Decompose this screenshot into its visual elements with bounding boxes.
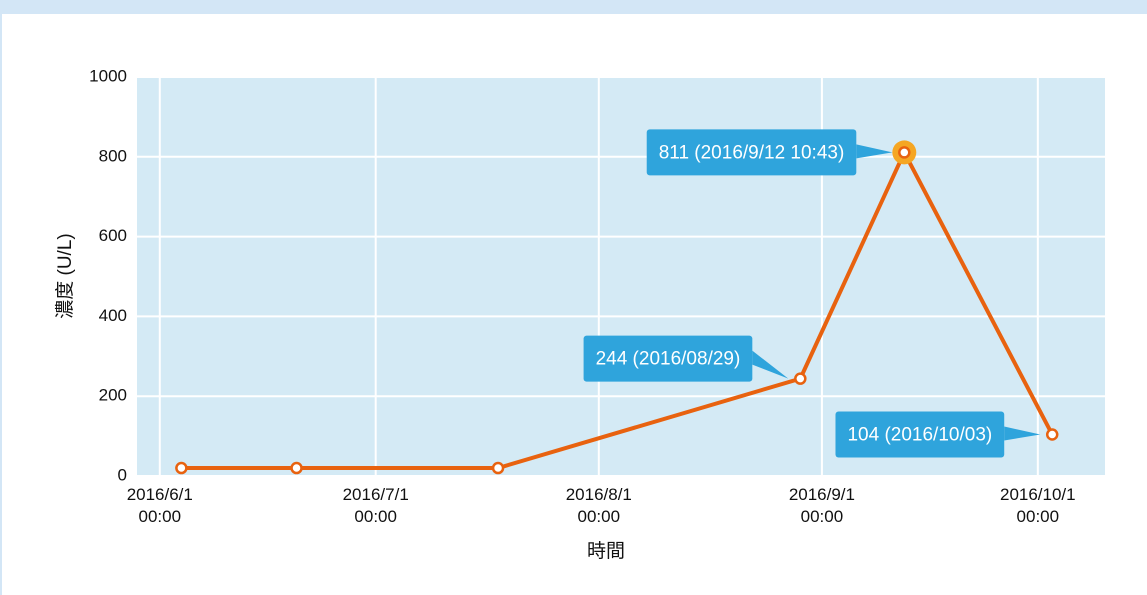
callout-arrow <box>1004 426 1041 441</box>
callout-box <box>835 411 1005 458</box>
value-label: 244 (2016/08/29) <box>596 349 741 370</box>
y-tick-label: 0 <box>118 465 127 484</box>
point <box>794 372 807 385</box>
line <box>181 150 1054 471</box>
point <box>898 146 911 159</box>
left-border <box>0 14 2 595</box>
callout-arrow <box>856 144 893 159</box>
top-bar <box>0 0 1147 14</box>
callout-box <box>583 335 753 382</box>
point <box>1045 428 1059 441</box>
callout: 811 (2016/9/12 10:43) <box>646 129 893 176</box>
y-tick-label: 600 <box>99 226 127 245</box>
y-axis-label: 濃度 (U/L) <box>54 233 76 319</box>
plot-background <box>137 77 1105 476</box>
y-tick-label: 1000 <box>89 66 127 85</box>
callout-arrow <box>752 350 789 379</box>
point <box>290 461 303 475</box>
value-label: 104 (2016/10/03) <box>847 425 992 446</box>
callout: 244 (2016/08/29) <box>583 335 789 382</box>
y-tick-label: 800 <box>99 146 127 165</box>
callout: 104 (2016/10/03) <box>835 411 1041 458</box>
y-tick-label: 200 <box>99 386 127 405</box>
x-tick-label: 2016/8/1 00:00 <box>565 485 632 526</box>
callout-box <box>646 129 857 176</box>
x-axis-label: 時間 <box>587 540 625 562</box>
x-tick-label: 2016/9/1 00:00 <box>788 485 855 526</box>
point <box>175 461 188 475</box>
y-tick-label: 400 <box>99 306 127 325</box>
x-tick-label: 2016/7/1 00:00 <box>342 485 409 526</box>
point <box>491 461 505 475</box>
x-tick-label: 2016/10/1 00:00 <box>999 485 1076 526</box>
x-tick-label: 2016/6/1 00:00 <box>126 485 193 526</box>
value-label: 811 (2016/9/12 10:43) <box>659 142 845 163</box>
